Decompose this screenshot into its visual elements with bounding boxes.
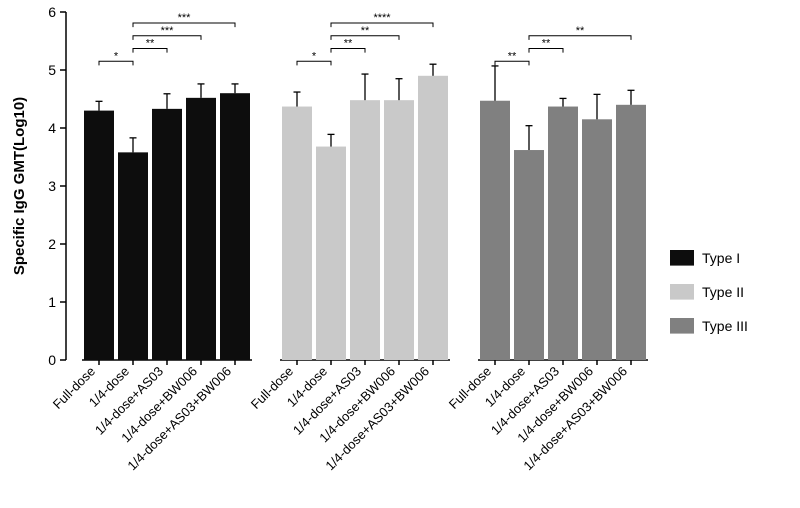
- significance-label: **: [361, 25, 370, 37]
- bar: [514, 150, 544, 360]
- bar: [118, 152, 148, 360]
- y-tick-label: 1: [48, 294, 56, 310]
- bar: [282, 107, 312, 360]
- bar: [418, 76, 448, 360]
- legend-swatch: [670, 284, 694, 300]
- bar: [186, 98, 216, 360]
- significance-label: **: [542, 38, 551, 50]
- significance-label: *: [114, 50, 119, 62]
- bar: [616, 105, 646, 360]
- y-tick-label: 2: [48, 236, 56, 252]
- y-tick-label: 0: [48, 352, 56, 368]
- significance-label: ***: [161, 25, 175, 37]
- legend-label: Type II: [702, 284, 744, 300]
- bar: [152, 109, 182, 360]
- y-tick-label: 5: [48, 62, 56, 78]
- bar: [548, 107, 578, 360]
- legend-label: Type III: [702, 318, 748, 334]
- y-tick-label: 4: [48, 120, 56, 136]
- legend-swatch: [670, 318, 694, 334]
- bar: [220, 93, 250, 360]
- legend-swatch: [670, 250, 694, 266]
- legend-label: Type I: [702, 250, 740, 266]
- significance-label: **: [576, 25, 585, 37]
- significance-label: ***: [178, 12, 192, 24]
- y-tick-label: 6: [48, 4, 56, 20]
- bar: [316, 147, 346, 360]
- bar: [84, 111, 114, 360]
- bar: [480, 101, 510, 360]
- y-axis-label: Specific IgG GMT(Log10): [11, 97, 28, 275]
- bar: [582, 119, 612, 360]
- significance-label: **: [508, 50, 517, 62]
- significance-label: *: [312, 50, 317, 62]
- significance-label: ****: [373, 12, 391, 24]
- y-tick-label: 3: [48, 178, 56, 194]
- significance-label: **: [344, 38, 353, 50]
- significance-label: **: [146, 38, 155, 50]
- bar: [350, 100, 380, 360]
- igg-bar-chart: 0123456Specific IgG GMT(Log10)Full-dose1…: [0, 0, 800, 508]
- bar: [384, 100, 414, 360]
